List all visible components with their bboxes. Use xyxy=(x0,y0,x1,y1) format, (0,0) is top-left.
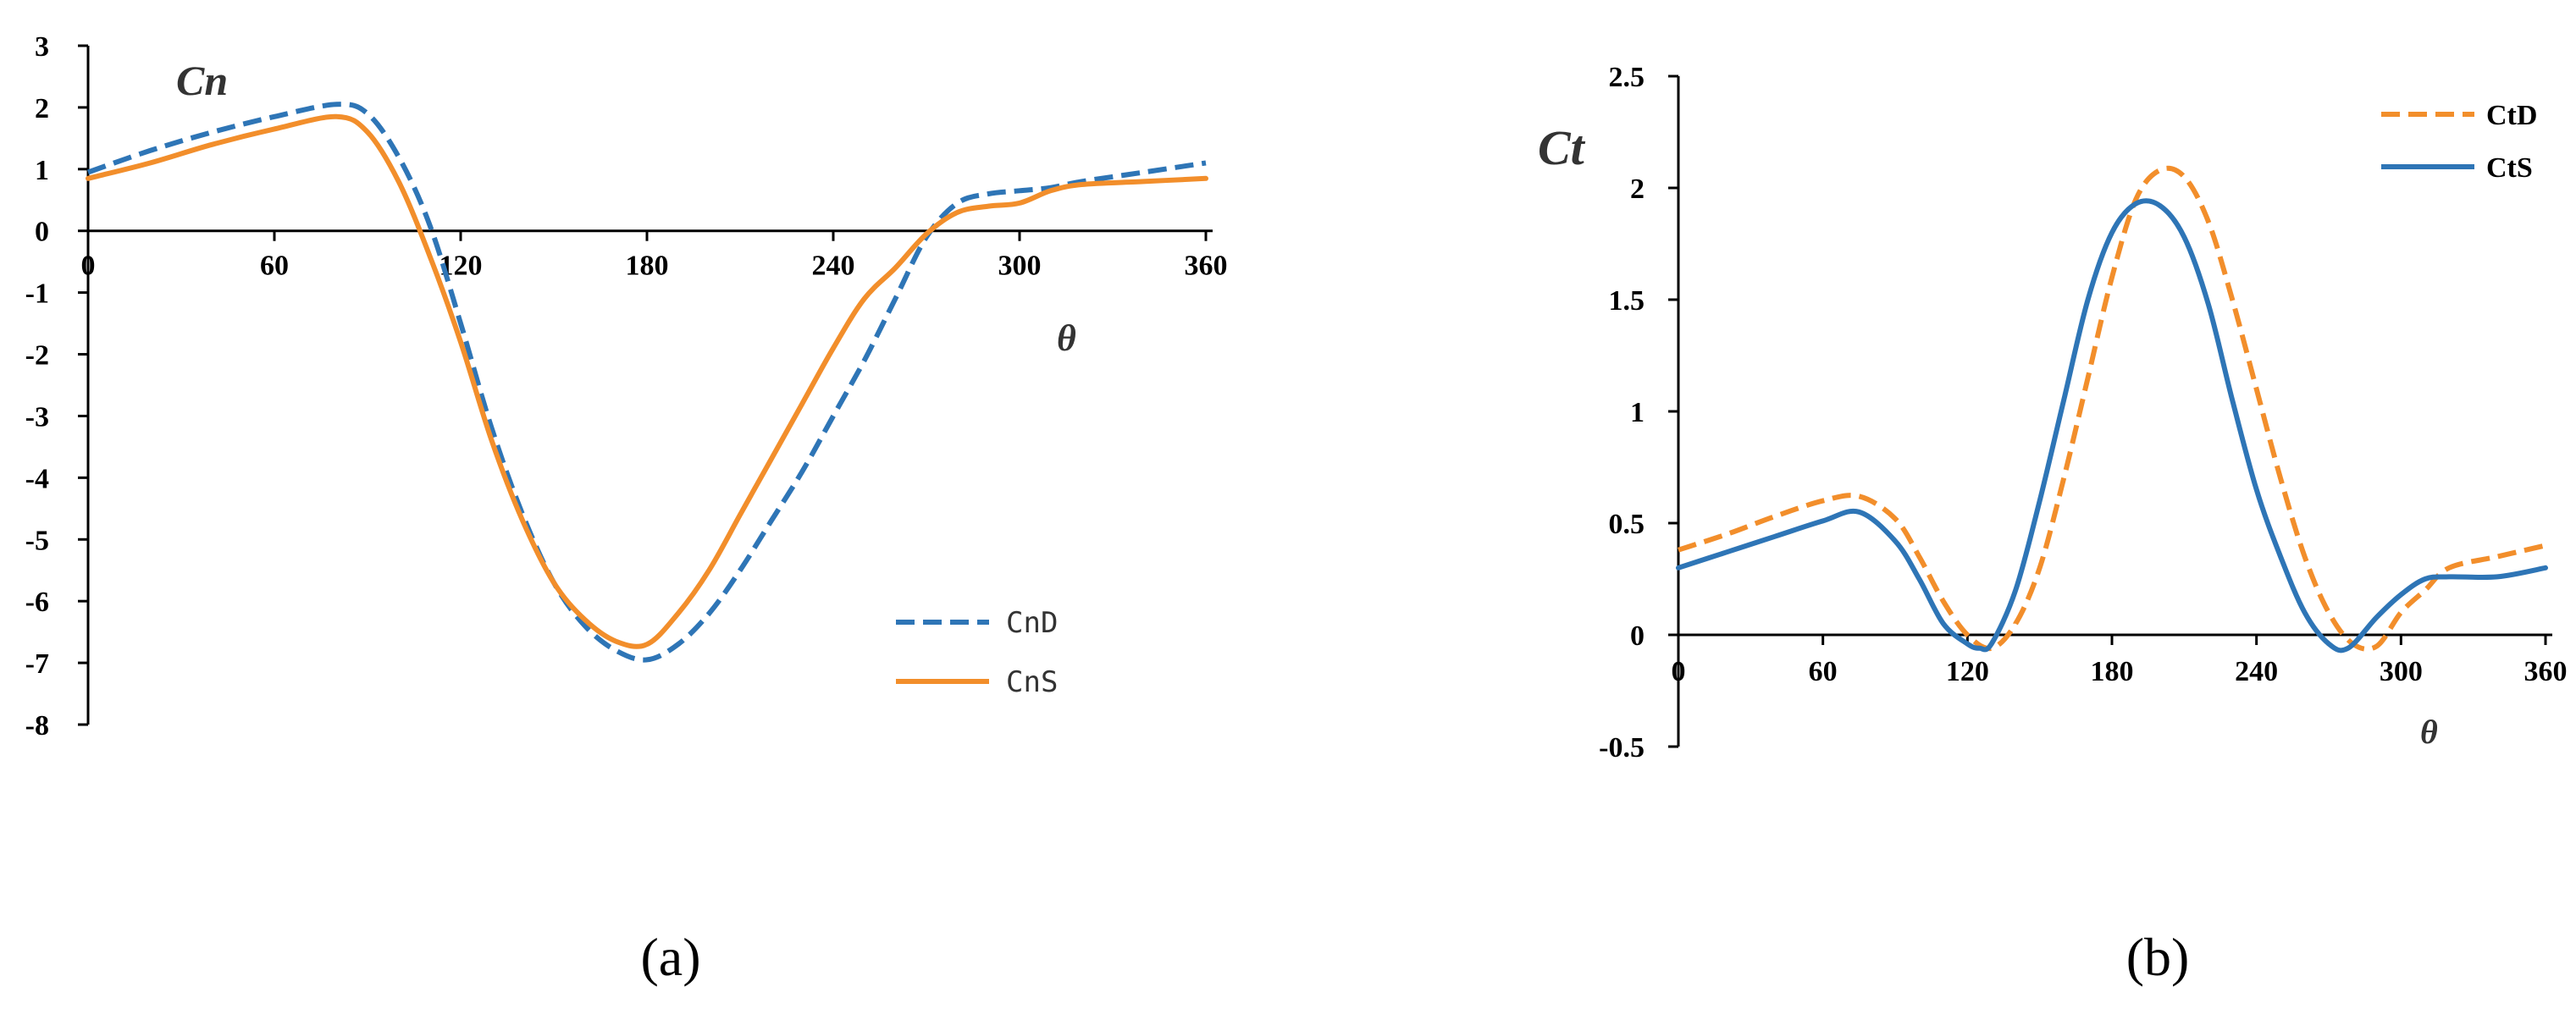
series-line-cts xyxy=(1676,198,2548,653)
y-axis-title: Ct xyxy=(1538,120,1586,175)
y-tick-label: -3 xyxy=(25,401,49,433)
y-tick-label: -8 xyxy=(25,710,49,742)
y-tick-label: -7 xyxy=(25,648,49,680)
y-tick-label: 0.5 xyxy=(1609,509,1645,540)
y-tick-label: -4 xyxy=(25,463,49,494)
y-tick-label: 1 xyxy=(35,155,49,186)
y-tick-label: 2 xyxy=(1630,174,1645,205)
x-tick-label: 0 xyxy=(1672,656,1686,687)
y-tick-label: 1.5 xyxy=(1609,285,1645,317)
y-tick-label: 3 xyxy=(35,31,49,63)
y-tick-label: -2 xyxy=(25,340,49,372)
x-tick-label: 240 xyxy=(2235,656,2278,687)
y-tick-label: 1 xyxy=(1630,397,1645,428)
x-axis-title: θ xyxy=(2420,713,2438,751)
y-tick-label: -0.5 xyxy=(1599,732,1645,764)
y-axis-title: Cn xyxy=(176,57,228,104)
x-tick-label: 300 xyxy=(998,251,1042,282)
x-tick-label: 0 xyxy=(81,251,96,282)
y-tick-label: -6 xyxy=(25,587,49,618)
x-tick-label: 300 xyxy=(2380,656,2423,687)
legend-label-cns: CnS xyxy=(1006,665,1058,699)
y-tick-label: 2.5 xyxy=(1609,62,1645,93)
x-tick-label: 360 xyxy=(1185,251,1228,282)
x-axis-title: θ xyxy=(1057,317,1076,359)
y-tick-label: 0 xyxy=(1630,620,1645,652)
series-line-cns xyxy=(86,113,1208,649)
x-tick-label: 60 xyxy=(260,251,289,282)
x-tick-label: 120 xyxy=(1946,656,1989,687)
panel-caption: (a) xyxy=(640,927,700,987)
y-tick-label: 0 xyxy=(35,217,49,248)
series-line-cnd xyxy=(87,102,1207,663)
panel-b-chart: 2.5 2 1.5 1 0.5 0 -0.5 0 60 120 180 240 300 360 CtD CtS… xyxy=(1538,62,2568,987)
x-tick-label: 180 xyxy=(2091,656,2134,687)
x-tick-label: 60 xyxy=(1809,656,1838,687)
legend-label-cts: CtS xyxy=(2486,152,2533,184)
y-tick-label: -5 xyxy=(25,525,49,556)
legend-label-cnd: CnD xyxy=(1006,606,1058,640)
y-tick-label: 2 xyxy=(35,93,49,124)
series-line-ctd xyxy=(1678,165,2546,652)
panel-caption: (b) xyxy=(2126,927,2190,987)
x-tick-label: 180 xyxy=(626,251,669,282)
legend-label-ctd: CtD xyxy=(2486,100,2537,131)
x-tick-label: 240 xyxy=(812,251,855,282)
y-tick-label: -1 xyxy=(25,278,49,310)
x-tick-label: 360 xyxy=(2524,656,2568,687)
